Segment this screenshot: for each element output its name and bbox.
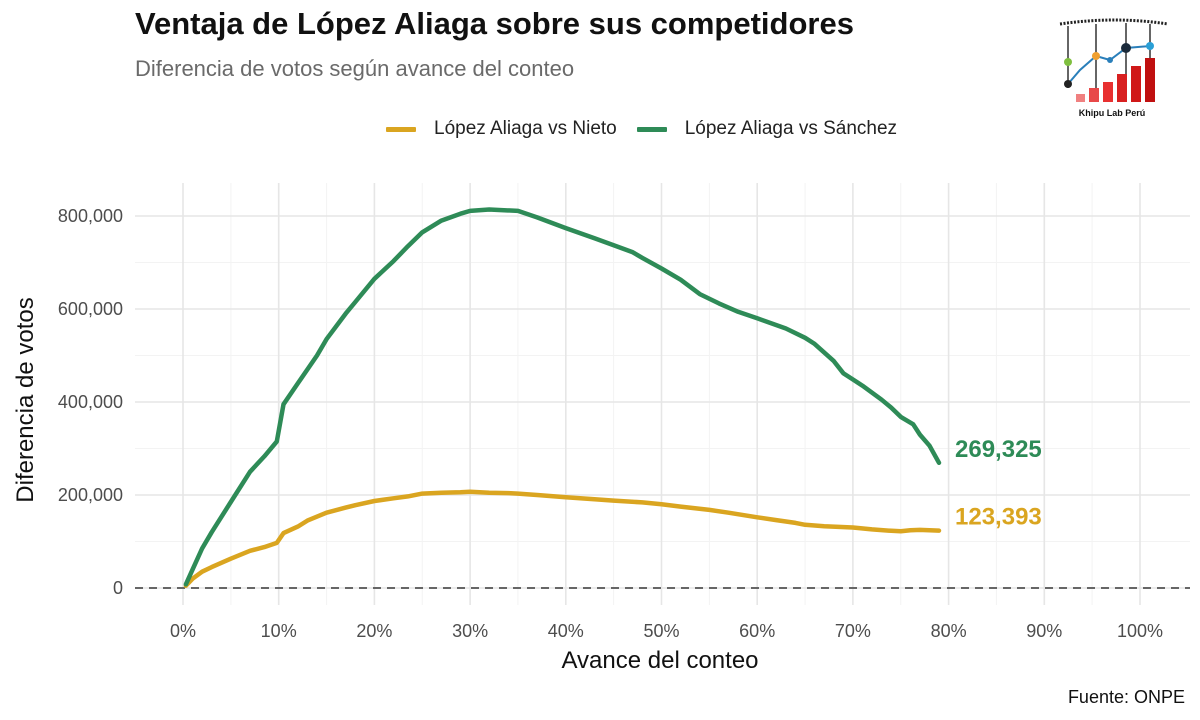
series-line-sanchez bbox=[183, 207, 942, 587]
x-tick-label: 90% bbox=[1026, 621, 1062, 641]
chart-subtitle: Diferencia de votos según avance del con… bbox=[135, 56, 575, 81]
khipu-lab-logo: Khipu Lab Perú bbox=[1056, 16, 1174, 124]
x-tick-label: 0% bbox=[170, 621, 196, 641]
source-caption: Fuente: ONPE bbox=[1067, 687, 1185, 707]
khipu-logo-icon bbox=[1059, 18, 1169, 102]
series-line-nieto bbox=[183, 489, 942, 588]
x-tick-label: 100% bbox=[1117, 621, 1163, 641]
x-tick-label: 10% bbox=[261, 621, 297, 641]
y-tick-label: 400,000 bbox=[58, 392, 123, 412]
end-label-nieto: 123,393 bbox=[955, 504, 1042, 531]
x-tick-label: 20% bbox=[356, 621, 392, 641]
x-axis-title: Avance del conteo bbox=[561, 647, 758, 674]
x-tick-label: 40% bbox=[548, 621, 584, 641]
x-tick-label: 30% bbox=[452, 621, 488, 641]
legend-item-nieto: López Aliaga vs Nieto bbox=[386, 118, 617, 140]
y-tick-label: 0 bbox=[113, 578, 123, 598]
x-tick-label: 60% bbox=[739, 621, 775, 641]
axis-tick-labels: 0% 10% 20% 30% 40% 50% 60% 70% 80% 90% 100% 0 200,00… bbox=[58, 206, 1163, 641]
legend-label-nieto: López Aliaga vs Nieto bbox=[434, 118, 617, 139]
legend: López Aliaga vs Nieto López Aliaga vs Sá… bbox=[386, 118, 917, 140]
x-tick-label: 80% bbox=[931, 621, 967, 641]
x-tick-label: 50% bbox=[643, 621, 679, 641]
legend-item-sanchez: López Aliaga vs Sánchez bbox=[636, 118, 898, 140]
y-axis-title: Diferencia de votos bbox=[12, 297, 39, 502]
logo-text: Khipu Lab Perú bbox=[1078, 108, 1146, 118]
end-label-sanchez: 269,325 bbox=[955, 436, 1042, 463]
y-tick-label: 800,000 bbox=[58, 206, 123, 226]
y-tick-label: 600,000 bbox=[58, 299, 123, 319]
end-labels: 123,393 269,325 bbox=[955, 436, 1042, 531]
legend-swatch-sanchez bbox=[636, 126, 667, 132]
y-tick-label: 200,000 bbox=[58, 485, 123, 505]
x-tick-label: 70% bbox=[835, 621, 871, 641]
legend-label-sanchez: López Aliaga vs Sánchez bbox=[684, 118, 898, 139]
chart-title: Ventaja de López Aliaga sobre sus compet… bbox=[135, 6, 854, 41]
legend-swatch-nieto bbox=[386, 126, 416, 132]
grid bbox=[135, 183, 1190, 605]
series-lines bbox=[183, 207, 942, 588]
